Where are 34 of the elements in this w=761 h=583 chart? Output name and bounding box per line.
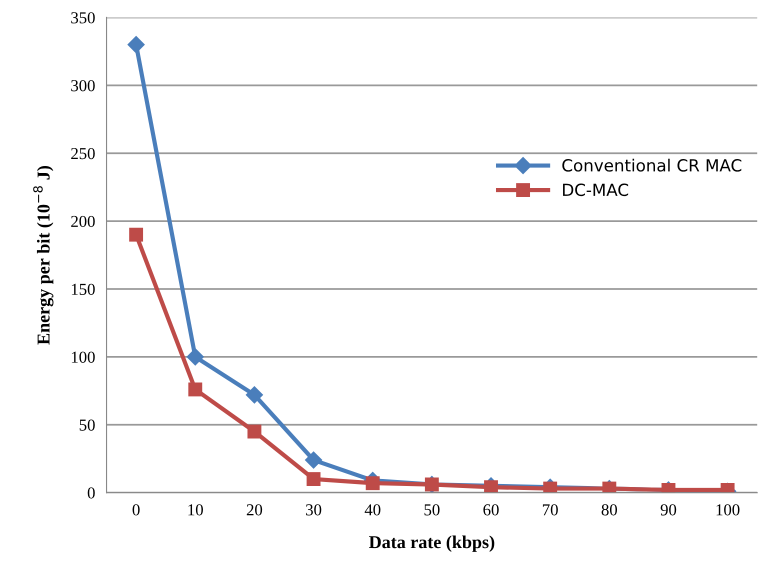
y-axis-title: Energy per bit (10$^{−8}$ J) (33, 166, 54, 345)
x-tick-label: 100 (716, 504, 740, 516)
y-tick-label: 250 (71, 148, 95, 160)
x-tick-label: 20 (246, 504, 262, 516)
x-tick-label: 70 (542, 504, 558, 516)
x-axis-title: Data rate (kbps) (368, 536, 494, 552)
point (129, 228, 144, 242)
x-tick-label: 50 (424, 504, 440, 516)
point (128, 36, 145, 54)
y-tick-label: 100 (72, 352, 95, 363)
point (484, 480, 498, 493)
point (186, 348, 204, 366)
y-tick-label: 300 (71, 80, 95, 92)
point (306, 472, 321, 486)
x-tick-label: 40 (364, 504, 380, 516)
point (247, 424, 262, 438)
point (543, 482, 558, 493)
legend-label: Conventional CR MAC (562, 158, 742, 172)
y-tick-label: 200 (71, 216, 95, 228)
x-tick-label: 30 (306, 504, 322, 516)
point (188, 382, 202, 396)
point (305, 452, 322, 469)
point (246, 386, 263, 404)
x-tick-label: 60 (483, 504, 499, 516)
y-tick-label: 50 (80, 419, 95, 431)
x-tick-label: 10 (188, 504, 203, 516)
point (366, 476, 380, 490)
y-tick-label: 150 (72, 284, 95, 295)
x-tick-label: 90 (660, 504, 676, 516)
x-tick-label: 0 (132, 504, 140, 516)
y-tick-label: 0 (88, 487, 95, 499)
y-tick-label: 350 (71, 12, 95, 24)
legend-label: DC-MAC (563, 184, 628, 196)
x-tick-label: 80 (602, 504, 618, 516)
